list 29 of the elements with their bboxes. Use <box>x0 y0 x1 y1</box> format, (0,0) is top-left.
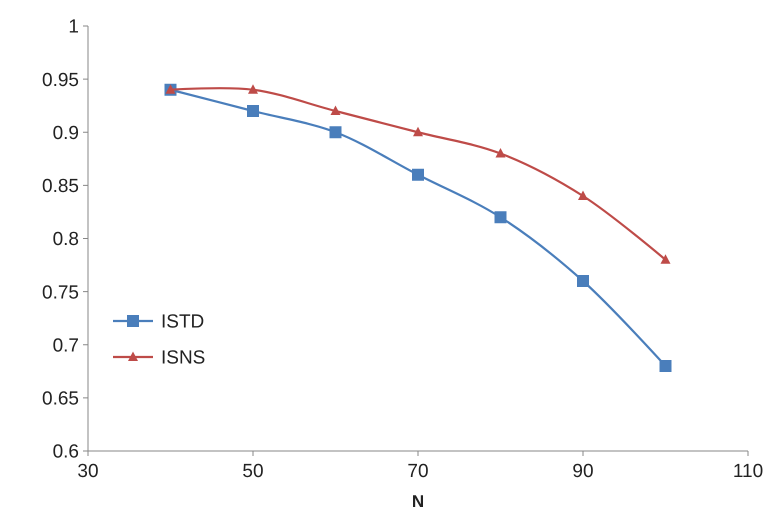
x-axis-title: N <box>412 492 424 511</box>
x-tick-label: 50 <box>242 461 264 482</box>
y-tick-label: 0.7 <box>52 335 79 356</box>
point <box>494 211 506 224</box>
x-tick-label: 30 <box>77 461 99 482</box>
point <box>413 126 423 136</box>
x-tick-label: 70 <box>407 461 429 482</box>
y-tick-label: 0.95 <box>42 70 79 91</box>
y-tick-label: 0.6 <box>52 442 79 463</box>
legend-label: ISNS <box>161 348 206 369</box>
point <box>248 84 258 94</box>
x-tick-label: 90 <box>572 461 594 482</box>
point <box>660 254 670 264</box>
point <box>330 126 342 138</box>
y-tick-label: 0.8 <box>52 229 79 250</box>
y-tick-label: 0.65 <box>42 388 79 410</box>
point <box>577 275 589 287</box>
y-tick-label: 0.9 <box>52 122 79 144</box>
y-tick-label: 1 <box>68 16 79 38</box>
x-tick-label: 110 <box>732 461 764 482</box>
point <box>412 168 424 181</box>
y-tick-label: 0.85 <box>42 176 79 198</box>
point <box>578 190 588 200</box>
point <box>247 105 259 117</box>
point <box>330 106 340 115</box>
point <box>660 360 672 372</box>
legend-label: ISTD <box>161 312 204 333</box>
point <box>496 148 506 158</box>
y-tick-label: 0.75 <box>42 282 79 304</box>
